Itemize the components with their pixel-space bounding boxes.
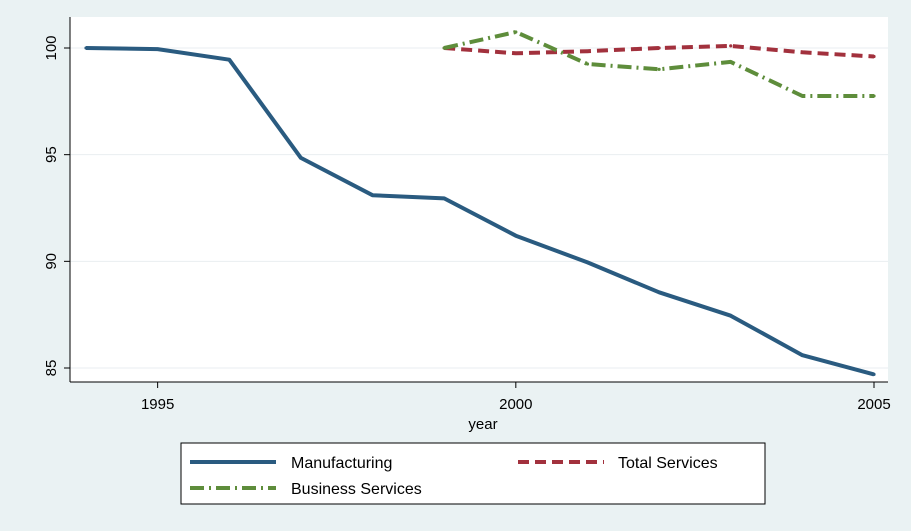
data-point-manufacturing-1998 xyxy=(370,193,375,197)
data-point-manufacturing-2001 xyxy=(585,260,590,264)
data-point-manufacturing-1999 xyxy=(442,196,446,200)
y-tick-label-100: 100 xyxy=(43,35,60,60)
data-point-total-services-2004 xyxy=(800,50,804,54)
data-point-manufacturing-1995 xyxy=(156,47,160,51)
legend: Manufacturing Total Services Business Serv… xyxy=(180,442,766,505)
legend-label-business-services: Business Services xyxy=(291,481,422,498)
legend-box xyxy=(180,442,766,505)
data-point-manufacturing-1994 xyxy=(84,46,88,50)
data-point-business-services-2000 xyxy=(514,30,518,34)
legend-label-manufacturing: Manufacturing xyxy=(291,455,392,472)
data-point-business-services-2002 xyxy=(657,67,661,71)
y-tick-label-95: 95 xyxy=(43,146,60,163)
plot-area xyxy=(70,17,888,382)
x-tick-label-2000: 2000 xyxy=(499,396,532,413)
x-axis-title: year xyxy=(468,416,497,433)
series-lines xyxy=(84,30,876,377)
gridlines xyxy=(70,47,888,369)
data-point-business-services-2001 xyxy=(585,62,590,66)
data-point-total-services-2000 xyxy=(514,51,518,55)
legend-label-total-services: Total Services xyxy=(618,455,718,472)
data-point-manufacturing-2002 xyxy=(657,290,661,294)
data-point-business-services-2004 xyxy=(800,94,804,98)
data-point-manufacturing-2003 xyxy=(729,314,733,318)
data-point-manufacturing-1997 xyxy=(299,156,303,160)
data-point-business-services-1999 xyxy=(442,46,446,50)
axes: 85 90 95 100 1995 2000 2005 xyxy=(43,17,891,413)
data-point-total-services-2003 xyxy=(729,44,733,48)
data-point-manufacturing-2005 xyxy=(872,372,876,376)
data-point-business-services-2005 xyxy=(872,94,876,98)
data-point-total-services-2005 xyxy=(872,54,876,59)
data-point-manufacturing-2004 xyxy=(800,353,804,357)
x-tick-label-2005: 2005 xyxy=(857,396,890,413)
series-line-manufacturing xyxy=(85,46,875,377)
data-point-total-services-2001 xyxy=(585,49,590,53)
data-point-manufacturing-1996 xyxy=(227,58,231,62)
data-point-manufacturing-2000 xyxy=(514,234,518,238)
data-point-business-services-2003 xyxy=(729,60,733,64)
y-tick-label-85: 85 xyxy=(43,360,60,377)
data-point-total-services-2002 xyxy=(657,46,661,50)
y-tick-label-90: 90 xyxy=(43,253,60,270)
x-tick-label-1995: 1995 xyxy=(141,396,174,413)
